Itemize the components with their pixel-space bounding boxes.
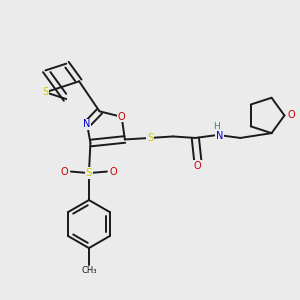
Text: CH₃: CH₃ [81, 266, 97, 275]
Text: S: S [85, 168, 92, 178]
Text: O: O [118, 112, 125, 122]
Text: S: S [147, 133, 154, 143]
Text: N: N [83, 119, 91, 129]
Text: S: S [42, 87, 49, 97]
Text: N: N [216, 130, 223, 140]
Text: H: H [213, 122, 220, 131]
Text: O: O [61, 167, 68, 177]
Text: O: O [110, 167, 117, 177]
Text: O: O [194, 161, 202, 171]
Text: O: O [287, 110, 295, 120]
